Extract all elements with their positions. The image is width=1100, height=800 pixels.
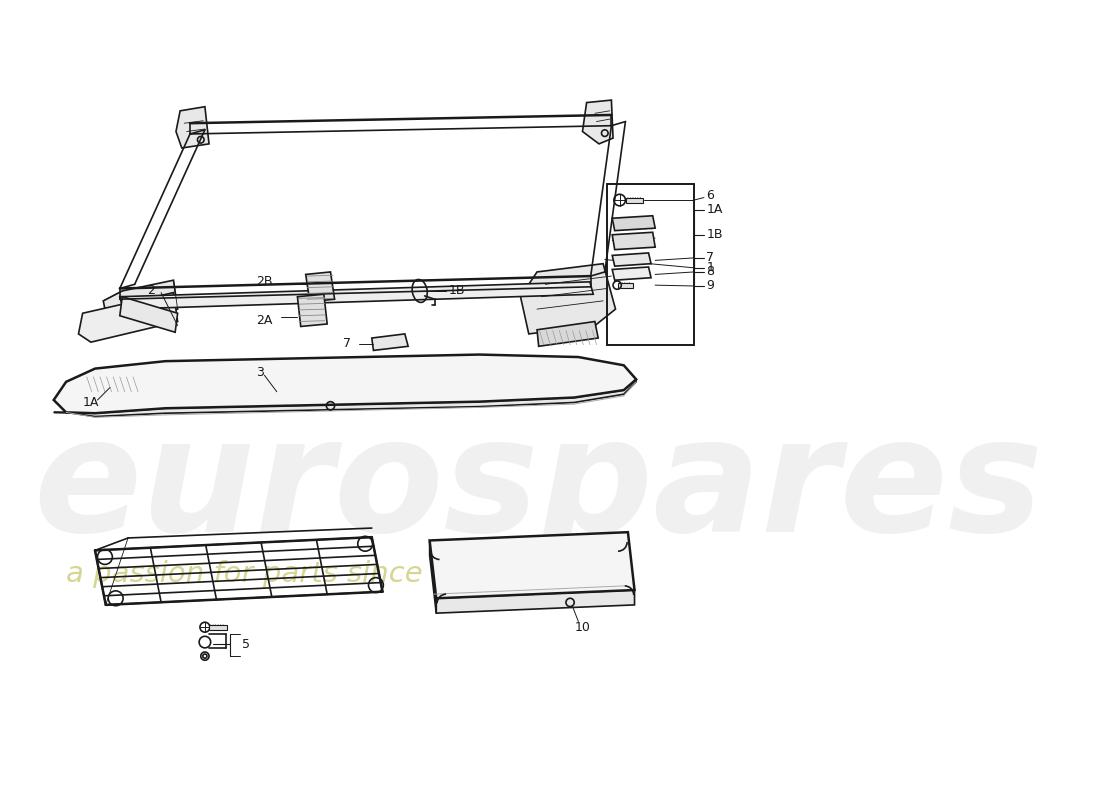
Polygon shape bbox=[54, 379, 636, 417]
Text: eurospares: eurospares bbox=[33, 410, 1043, 565]
Text: 9: 9 bbox=[706, 279, 714, 293]
Text: 1B: 1B bbox=[449, 285, 465, 298]
Text: 1A: 1A bbox=[82, 396, 99, 409]
Text: a passion for parts since 1985: a passion for parts since 1985 bbox=[66, 560, 506, 588]
Text: 3: 3 bbox=[256, 366, 264, 379]
Polygon shape bbox=[430, 541, 437, 613]
Text: 7: 7 bbox=[343, 338, 351, 350]
Text: 10: 10 bbox=[575, 621, 591, 634]
Polygon shape bbox=[613, 267, 651, 280]
Text: 1: 1 bbox=[706, 262, 714, 274]
Text: 2B: 2B bbox=[256, 274, 273, 287]
Bar bbox=[626, 198, 642, 202]
Polygon shape bbox=[613, 216, 656, 230]
Text: 8: 8 bbox=[706, 266, 714, 278]
Text: 1A: 1A bbox=[706, 203, 723, 217]
Polygon shape bbox=[372, 334, 408, 350]
Polygon shape bbox=[520, 264, 616, 334]
Polygon shape bbox=[613, 232, 656, 250]
Polygon shape bbox=[54, 354, 636, 414]
Bar bbox=[607, 183, 694, 345]
Text: 1B: 1B bbox=[706, 228, 723, 242]
Text: 2: 2 bbox=[147, 285, 155, 298]
Polygon shape bbox=[82, 371, 138, 394]
Polygon shape bbox=[103, 280, 177, 326]
Bar bbox=[209, 625, 228, 630]
Polygon shape bbox=[437, 590, 635, 613]
Polygon shape bbox=[78, 293, 177, 342]
Polygon shape bbox=[306, 272, 334, 302]
Text: 7: 7 bbox=[706, 251, 714, 264]
Text: 6: 6 bbox=[706, 190, 714, 202]
Polygon shape bbox=[583, 100, 613, 144]
Polygon shape bbox=[120, 282, 593, 309]
Text: 5: 5 bbox=[242, 638, 250, 651]
Polygon shape bbox=[176, 106, 209, 148]
Text: 2A: 2A bbox=[256, 314, 273, 327]
Polygon shape bbox=[120, 297, 177, 332]
Polygon shape bbox=[430, 532, 635, 598]
Bar bbox=[618, 282, 632, 289]
Polygon shape bbox=[613, 253, 651, 266]
Polygon shape bbox=[297, 294, 327, 326]
Polygon shape bbox=[537, 322, 598, 346]
